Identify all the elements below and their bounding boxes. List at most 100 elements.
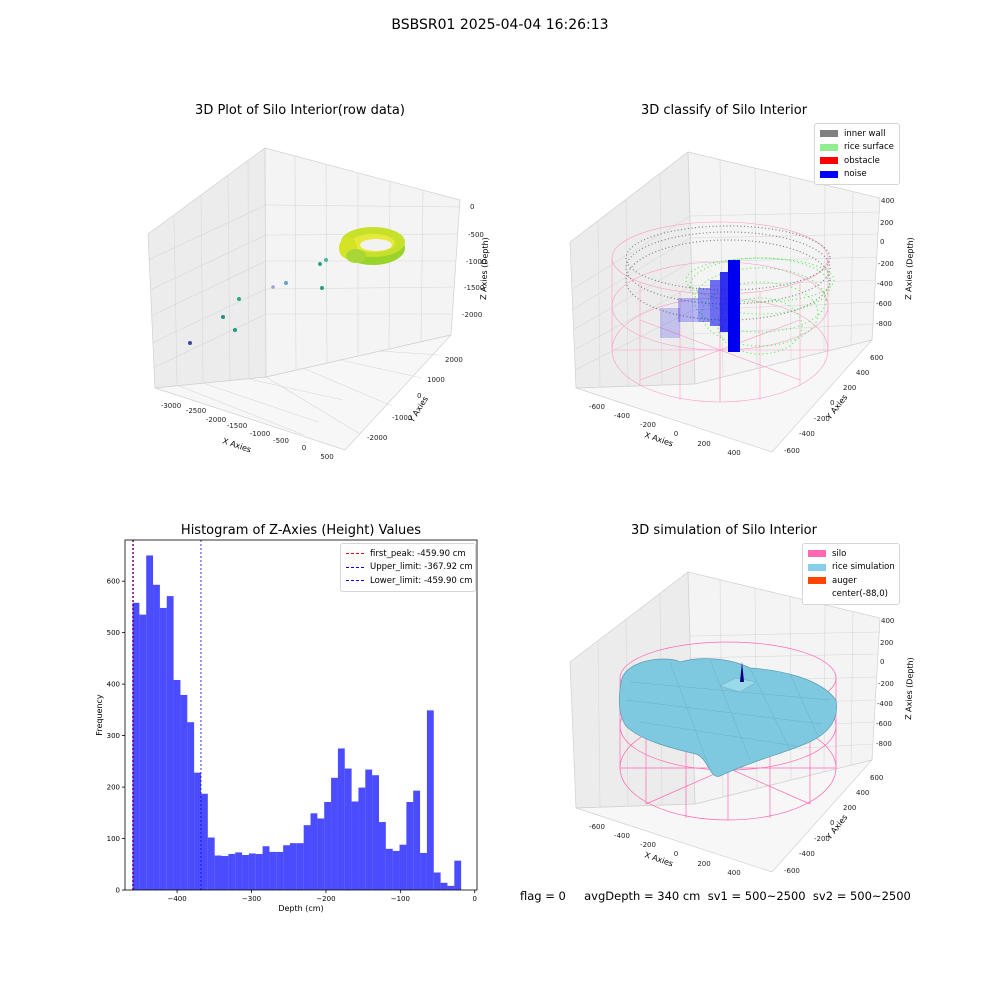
simulation-legend-item-rice-simulation: rice simulation <box>808 561 895 575</box>
svg-text:-600: -600 <box>784 447 800 455</box>
simulation-z-ticks: 400 200 0 -200 -400 -600 -800 <box>876 617 894 748</box>
svg-text:600: 600 <box>870 774 883 782</box>
y-tick-label: 100 <box>107 835 120 843</box>
svg-text:200: 200 <box>843 804 856 812</box>
classify-y-ticks: -600 -400 -200 0 200 400 600 <box>784 354 883 455</box>
histogram-bar <box>399 844 407 890</box>
raw-3d-points <box>188 258 328 345</box>
svg-text:-1000: -1000 <box>392 414 412 422</box>
simulation-y-ticks: -600 -400 -200 0 200 400 600 <box>784 774 883 875</box>
svg-text:-200: -200 <box>640 841 656 849</box>
svg-text:-600: -600 <box>589 403 605 411</box>
svg-text:-600: -600 <box>784 867 800 875</box>
svg-text:600: 600 <box>870 354 883 362</box>
histogram-bar <box>324 801 332 890</box>
histogram-bar <box>317 818 325 890</box>
histogram-bar <box>242 855 249 890</box>
histogram-bar <box>228 853 236 890</box>
histogram-bar <box>420 852 427 890</box>
legend-line <box>346 553 364 555</box>
raw-x-ticks: -3000 -2500 -2000 -1500 -1000 -500 0 500 <box>161 402 334 460</box>
svg-text:200: 200 <box>880 219 893 227</box>
histogram-x-label: Depth (cm) <box>278 904 323 913</box>
x-tick-label: 0 <box>473 895 477 903</box>
simulation-z-label: Z Axies (Depth) <box>904 657 915 720</box>
legend-swatch <box>820 143 838 151</box>
svg-text:400: 400 <box>881 197 894 205</box>
svg-text:-2500: -2500 <box>186 407 206 415</box>
raw-3d-grid <box>147 155 461 436</box>
svg-text:0: 0 <box>830 399 834 407</box>
svg-text:0: 0 <box>470 203 474 211</box>
y-tick-label: 500 <box>107 629 120 637</box>
legend-line <box>346 566 364 568</box>
y-tick-label: 0 <box>116 887 120 895</box>
histogram-bar <box>413 790 421 890</box>
svg-text:-2000: -2000 <box>367 434 387 442</box>
histogram-bar <box>159 607 167 890</box>
classify-3d-plot: -600 -400 -200 0 200 400 X Axies -600 -4… <box>569 151 915 457</box>
raw-plot-title: 3D Plot of Silo Interior(row data) <box>195 103 405 118</box>
svg-text:-600: -600 <box>589 823 605 831</box>
histogram-bar <box>454 860 462 890</box>
histogram-y-label: Frequency <box>95 694 104 736</box>
svg-text:0: 0 <box>880 238 884 246</box>
svg-text:-3000: -3000 <box>161 402 181 410</box>
histogram-bar <box>194 772 201 890</box>
histogram-bar <box>406 801 414 890</box>
y-tick-label: 400 <box>107 681 120 689</box>
histogram-bar <box>139 614 147 890</box>
svg-text:200: 200 <box>697 440 710 448</box>
svg-text:0: 0 <box>674 430 678 438</box>
svg-text:-400: -400 <box>877 280 893 288</box>
simulation-legend: silo rice simulation auger center(-88,0) <box>802 543 900 605</box>
histogram-frame <box>124 539 478 891</box>
histogram-bar <box>248 853 256 890</box>
svg-text:-600: -600 <box>876 720 892 728</box>
svg-text:400: 400 <box>856 789 869 797</box>
svg-text:400: 400 <box>881 617 894 625</box>
histogram-bar <box>173 680 181 890</box>
histogram-bar <box>255 853 263 890</box>
svg-text:-800: -800 <box>876 320 892 328</box>
legend-swatch <box>820 157 838 165</box>
auger-mark <box>740 662 744 682</box>
histogram-bar <box>433 872 441 890</box>
svg-text:-2000: -2000 <box>206 416 226 424</box>
raw-3d-plot: -3000 -2500 -2000 -1500 -1000 -500 0 500… <box>147 147 490 460</box>
histogram-bar <box>276 851 284 890</box>
x-tick-label: −400 <box>167 895 186 903</box>
svg-text:-200: -200 <box>878 680 894 688</box>
svg-text:200: 200 <box>843 384 856 392</box>
svg-text:-200: -200 <box>878 260 894 268</box>
histogram-x-ticks: −400 −300 −200 −100 0 <box>167 890 477 903</box>
svg-text:-400: -400 <box>799 430 815 438</box>
svg-text:400: 400 <box>856 369 869 377</box>
legend-swatch <box>808 577 826 585</box>
histogram-bar <box>207 837 215 890</box>
svg-text:2000: 2000 <box>445 356 463 364</box>
svg-text:200: 200 <box>697 860 710 868</box>
histogram-bar <box>132 602 140 890</box>
raw-z-ticks: 0 -500 -1000 -1500 -2000 <box>462 203 486 319</box>
legend-line <box>346 580 364 582</box>
histogram-bar <box>187 722 195 890</box>
simulation-legend-item-center: center(-88,0) <box>808 588 894 602</box>
histogram-legend-item-first-peak: first_peak: -459.90 cm <box>346 547 470 561</box>
legend-swatch <box>820 130 838 138</box>
y-tick-label: 200 <box>107 784 120 792</box>
classify-legend-item-rice-surface: rice surface <box>820 141 894 155</box>
histogram-bar <box>351 801 359 890</box>
svg-text:-800: -800 <box>876 740 892 748</box>
histogram-bar <box>310 813 318 890</box>
status-footer: flag = 0 avgDepth = 340 cm sv1 = 500~250… <box>520 889 911 903</box>
classify-legend: inner wall rice surface obstacle noise <box>814 123 900 185</box>
svg-text:-200: -200 <box>814 415 830 423</box>
histogram-bar <box>289 843 297 890</box>
histogram-bar <box>180 694 188 890</box>
histogram-bar <box>166 596 174 890</box>
x-tick-label: −300 <box>242 895 261 903</box>
classify-rice-surface <box>685 257 835 355</box>
svg-text:-400: -400 <box>614 412 630 420</box>
